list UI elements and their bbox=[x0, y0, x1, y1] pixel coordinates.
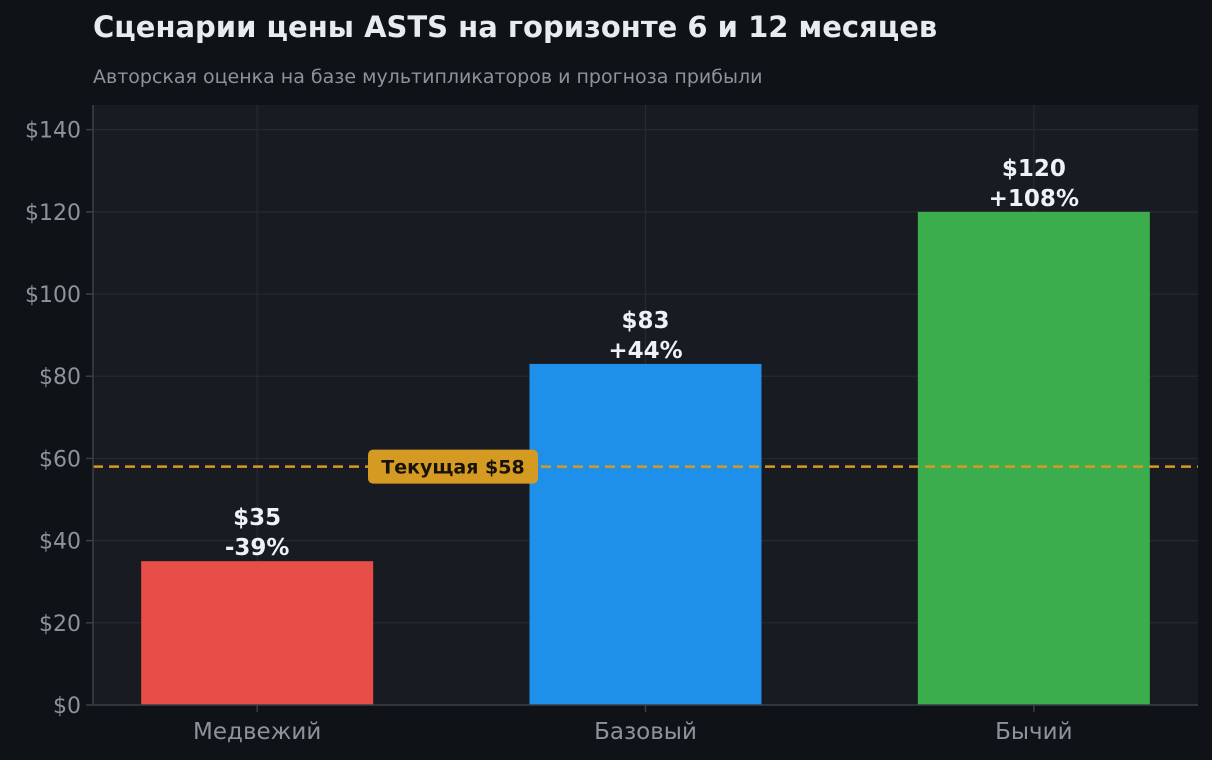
bars bbox=[141, 211, 1150, 706]
y-tick-label: $120 bbox=[25, 201, 81, 226]
y-tick-label: $140 bbox=[25, 119, 81, 144]
y-tick-label: $60 bbox=[39, 447, 81, 472]
bar-3 bbox=[917, 211, 1150, 706]
labels: $0 $20 $40 $60 $80 $100 $120 $140 $35 -39% Медвежи… bbox=[25, 119, 1079, 745]
x-category-label: Медвежий bbox=[193, 719, 321, 745]
bar-value-label: $83 bbox=[621, 308, 669, 334]
bar-value-label: $120 bbox=[1002, 156, 1066, 182]
bar-1 bbox=[141, 561, 374, 705]
bar-2 bbox=[529, 363, 762, 705]
bar-change-label: +44% bbox=[608, 338, 682, 364]
bar-change-label: -39% bbox=[225, 535, 290, 561]
reference-line-group: Текущая $58 bbox=[93, 449, 1198, 484]
bar-change-label: +108% bbox=[989, 186, 1079, 212]
chart-title: Сценарии цены ASTS на горизонте 6 и 12 м… bbox=[93, 10, 938, 44]
y-tick-label: $80 bbox=[39, 365, 81, 390]
x-category-label: Базовый bbox=[594, 719, 697, 745]
current-price-label: Текущая $58 bbox=[381, 457, 524, 479]
y-tick-label: $0 bbox=[53, 694, 81, 719]
axes bbox=[86, 105, 1198, 712]
y-tick-label: $100 bbox=[25, 283, 81, 308]
chart-subtitle: Авторская оценка на базе мультипликаторо… bbox=[93, 66, 763, 88]
y-tick-label: $40 bbox=[39, 530, 81, 555]
bar-value-label: $35 bbox=[233, 505, 281, 531]
x-category-label: Бычий bbox=[995, 719, 1072, 745]
current-price-badge bbox=[368, 449, 538, 484]
y-tick-label: $20 bbox=[39, 612, 81, 637]
